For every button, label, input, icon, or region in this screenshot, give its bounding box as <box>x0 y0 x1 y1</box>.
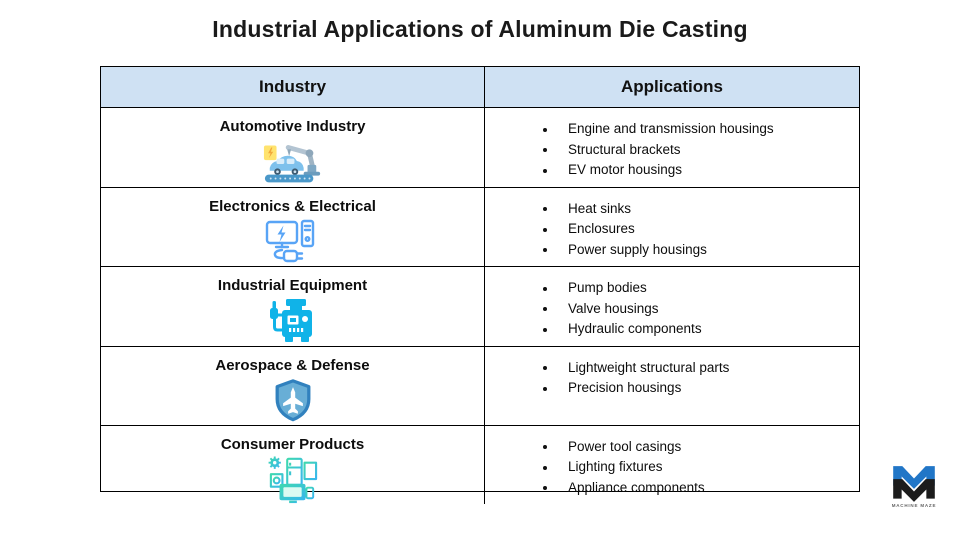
computer-monitor-plug-icon <box>265 218 321 266</box>
header-industry: Industry <box>258 77 327 96</box>
applications-list: Pump bodies Valve housings Hydraulic compo… <box>542 278 849 340</box>
application-item: Structural brackets <box>542 140 849 161</box>
application-item: Enclosures <box>542 219 849 240</box>
applications-list: Heat sinks Enclosures Power supply housing… <box>542 199 849 261</box>
industry-cell: Automotive Industry <box>101 108 484 187</box>
table-row-2: Electronics & Electrical Heat sinks Enclo… <box>101 186 859 267</box>
table-row-4: Aerospace & Defense Lightweight structur… <box>101 345 859 425</box>
applications-cell: Pump bodies Valve housings Hydraulic compo… <box>484 267 859 346</box>
applications-list: Lightweight structural parts Precision ho… <box>542 358 849 399</box>
application-item: Precision housings <box>542 378 849 399</box>
table-row-3: Industrial Equipment Pump bodies Valve ho… <box>101 266 859 346</box>
application-item: Power tool casings <box>542 437 849 458</box>
shield-jet-icon <box>270 377 316 425</box>
applications-cell: Power tool casings Lighting fixtures Appli… <box>484 425 859 504</box>
industry-name: Consumer Products <box>220 435 365 453</box>
application-item: Heat sinks <box>542 199 849 220</box>
applications-cell: Heat sinks Enclosures Power supply housing… <box>484 187 859 266</box>
table-header-row: Industry Applications <box>101 67 859 107</box>
applications-list: Engine and transmission housings Structur… <box>542 119 849 181</box>
application-item: EV motor housings <box>542 160 849 181</box>
application-item: Valve housings <box>542 299 849 320</box>
logo-text: MACHINE MAZE <box>891 503 937 508</box>
double-m-logo-icon <box>893 466 935 502</box>
industry-cell: Electronics & Electrical <box>101 188 484 267</box>
table-row-5: Consumer Products Power tool casings Ligh… <box>101 424 859 505</box>
page-title: Industrial Applications of Aluminum Die … <box>212 16 748 42</box>
application-item: Engine and transmission housings <box>542 119 849 140</box>
applications-cell: Lightweight structural parts Precision ho… <box>484 346 859 425</box>
application-item: Power supply housings <box>542 240 849 261</box>
applications-list: Power tool casings Lighting fixtures Appli… <box>542 437 849 499</box>
application-item: Lighting fixtures <box>542 457 849 478</box>
application-item: Lightweight structural parts <box>542 358 849 379</box>
industry-cell: Consumer Products <box>101 426 484 505</box>
industry-name: Aerospace & Defense <box>215 356 370 374</box>
home-appliances-icon <box>265 456 321 504</box>
industry-name: Automotive Industry <box>219 118 366 135</box>
application-item: Pump bodies <box>542 278 849 299</box>
industry-cell: Aerospace & Defense <box>101 347 484 425</box>
header-applications: Applications <box>484 67 859 107</box>
application-item: Hydraulic components <box>542 319 849 340</box>
table-row-1: Automotive Industry Engine and transmiss… <box>101 107 859 187</box>
generator-machine-icon <box>267 297 319 345</box>
industry-cell: Industrial Equipment <box>101 267 484 346</box>
application-item: Appliance components <box>542 478 849 499</box>
applications-table: Industry Applications Automotive Industr… <box>100 66 860 504</box>
industry-name: Electronics & Electrical <box>209 197 376 215</box>
machine-maze-logo: MACHINE MAZE <box>888 464 940 508</box>
automotive-robot-arm-car-icon <box>262 138 324 186</box>
industry-name: Industrial Equipment <box>217 277 368 294</box>
applications-cell: Engine and transmission housings Structur… <box>484 108 859 187</box>
